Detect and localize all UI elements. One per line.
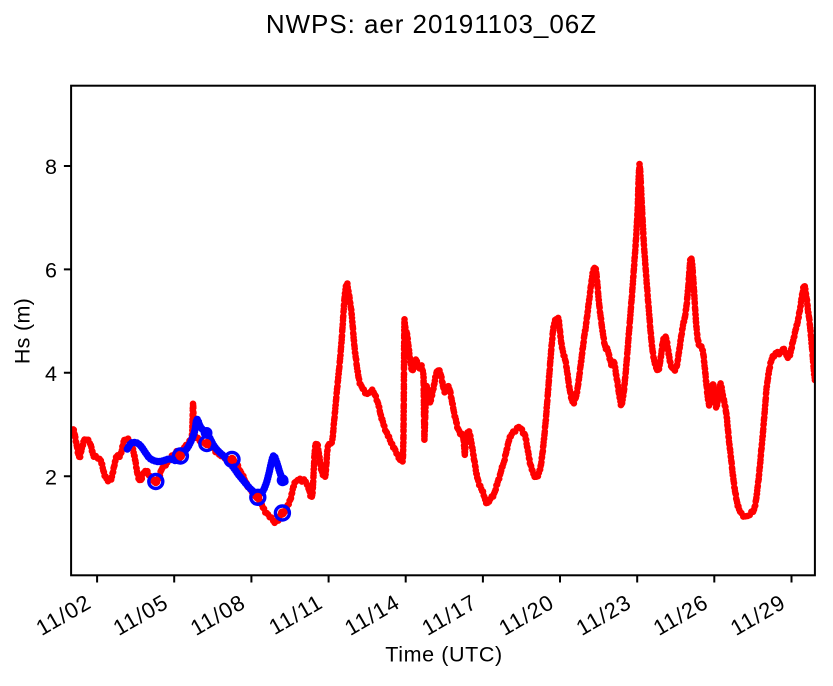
svg-text:Hs (m): Hs (m) <box>11 298 35 364</box>
svg-text:6: 6 <box>45 259 57 283</box>
svg-text:8: 8 <box>45 155 57 179</box>
svg-text:Time (UTC): Time (UTC) <box>385 643 502 667</box>
svg-text:2: 2 <box>45 465 57 489</box>
svg-text:4: 4 <box>45 362 57 386</box>
svg-text:NWPS: aer 20191103_06Z: NWPS: aer 20191103_06Z <box>266 9 597 39</box>
